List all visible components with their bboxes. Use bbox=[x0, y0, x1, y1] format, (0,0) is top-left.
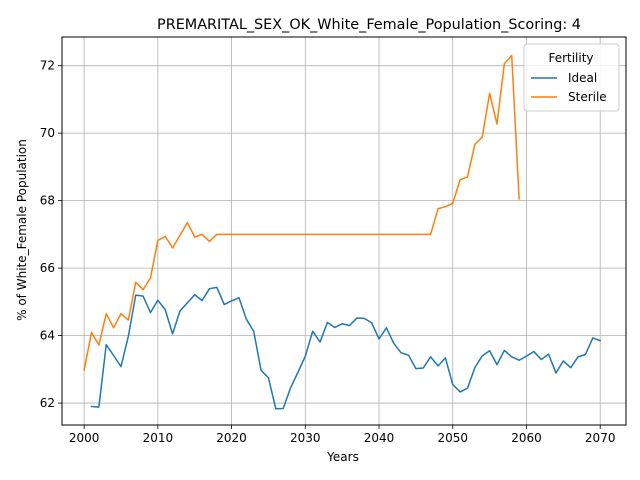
legend-label-ideal: Ideal bbox=[568, 71, 597, 85]
legend-title: Fertility bbox=[548, 51, 593, 65]
y-axis-label: % of White_Female Population bbox=[15, 139, 29, 321]
y-tick-label: 72 bbox=[40, 59, 55, 73]
x-tick-label: 2010 bbox=[143, 431, 174, 445]
x-tick-label: 2040 bbox=[364, 431, 395, 445]
y-tick-label: 70 bbox=[40, 126, 55, 140]
y-tick-label: 66 bbox=[40, 261, 55, 275]
x-axis-label: Years bbox=[326, 450, 359, 464]
series-line-sterile bbox=[83, 54, 520, 371]
legend-label-sterile: Sterile bbox=[568, 90, 607, 104]
y-axis-ticks: 62 64 66 68 70 72 bbox=[40, 59, 62, 410]
x-axis-ticks: 2000 2010 2020 2030 2040 2050 2060 2070 bbox=[69, 425, 616, 445]
legend: Fertility Ideal Sterile bbox=[523, 43, 620, 112]
chart-title: PREMARITAL_SEX_OK_White_Female_Populatio… bbox=[157, 17, 581, 33]
legend-box bbox=[523, 43, 620, 112]
x-tick-label: 2060 bbox=[511, 431, 542, 445]
x-tick-label: 2000 bbox=[69, 431, 100, 445]
y-tick-label: 62 bbox=[40, 396, 55, 410]
series-line-ideal bbox=[90, 286, 602, 410]
y-tick-label: 64 bbox=[40, 329, 55, 343]
y-tick-label: 68 bbox=[40, 194, 55, 208]
x-tick-label: 2030 bbox=[290, 431, 321, 445]
x-tick-label: 2020 bbox=[216, 431, 247, 445]
plot-area-frame bbox=[61, 36, 627, 426]
series-layer bbox=[83, 54, 602, 410]
x-tick-label: 2070 bbox=[585, 431, 616, 445]
x-tick-label: 2050 bbox=[437, 431, 468, 445]
